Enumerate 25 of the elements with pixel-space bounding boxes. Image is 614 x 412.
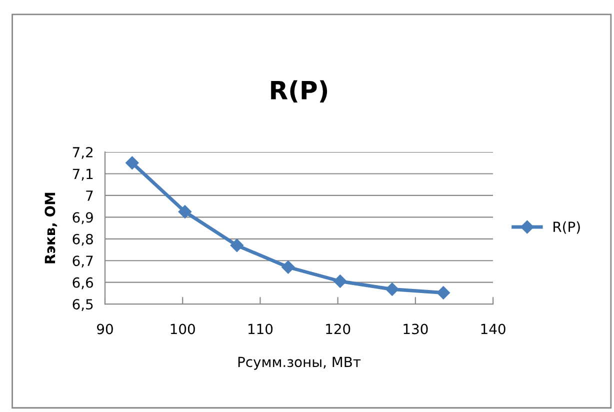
point	[436, 286, 450, 300]
point	[386, 282, 399, 296]
y-tick-label: 7,2	[72, 146, 92, 159]
y-tick-label: 6,6	[72, 277, 94, 290]
x-tick-label: 130	[404, 324, 428, 334]
point	[178, 205, 192, 218]
y-tick-label: 6,9	[72, 212, 93, 224]
x-axis-title: Pсумм.зоны, МВт	[238, 356, 361, 370]
y-tick-label: 7,1	[72, 168, 93, 181]
x-tick-label: 120	[326, 324, 350, 334]
point	[282, 260, 295, 274]
y-tick-label: 6,5	[72, 299, 93, 311]
point	[126, 156, 139, 170]
chart-title: R(P)	[271, 80, 328, 103]
point	[334, 274, 347, 288]
x-tick-label: 110	[248, 324, 273, 334]
x-tick-label: 90	[97, 324, 113, 334]
y-tick-label: 6,8	[72, 234, 93, 246]
y-axis-title: Rэкв, ОМ	[44, 192, 57, 264]
x-tick-label: 100	[170, 324, 195, 334]
x-tick-label: 140	[481, 324, 506, 334]
legend-label: R(P)	[554, 221, 580, 234]
y-tick-label: 7	[86, 190, 93, 201]
y-tick-label: 6,7	[72, 256, 93, 268]
point	[230, 238, 244, 252]
